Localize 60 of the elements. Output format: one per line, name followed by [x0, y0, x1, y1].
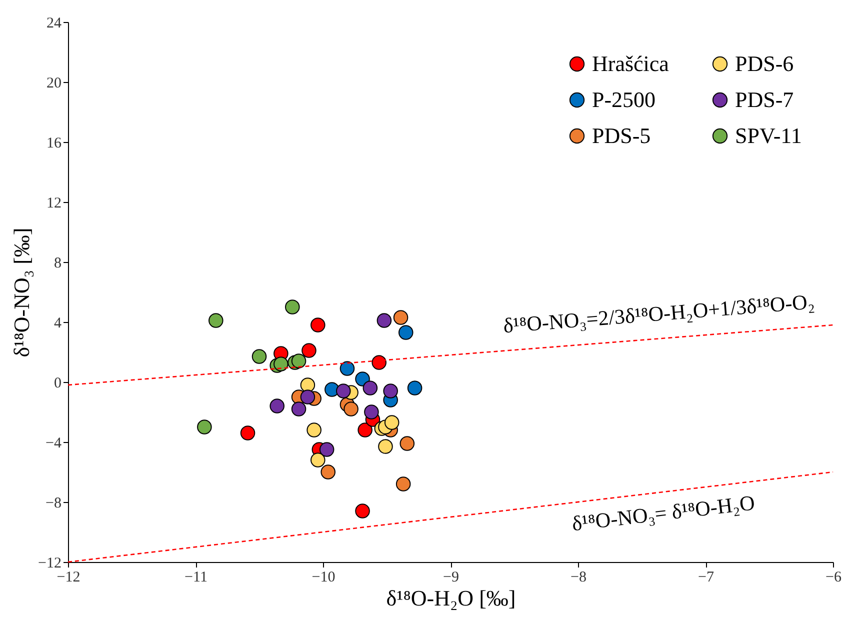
- point: [310, 318, 326, 332]
- x-tick-label: −11: [184, 570, 208, 586]
- y-tick-label: −4: [46, 436, 62, 452]
- point: [407, 380, 422, 396]
- point: [300, 390, 316, 404]
- legend-label: P-2500: [592, 87, 656, 112]
- legend-label: SPV-11: [735, 123, 802, 148]
- legend-label: Hrašćica: [592, 51, 670, 76]
- point: [376, 313, 392, 328]
- y-tick-label: 16: [46, 136, 62, 152]
- point: [208, 313, 224, 328]
- point: [384, 415, 400, 430]
- point: [400, 436, 415, 451]
- y-axis-title: δ¹⁸O-NO₃ [‰]: [9, 228, 34, 358]
- point: [362, 380, 378, 396]
- x-axis-title: δ¹⁸O-H₂O [‰]: [386, 586, 516, 610]
- point: [306, 422, 322, 438]
- x-tick-label: −10: [312, 570, 336, 586]
- point: [320, 464, 336, 480]
- y-tick-label: 24: [46, 16, 62, 32]
- point: [396, 476, 411, 492]
- point: [319, 442, 334, 457]
- point: [358, 422, 372, 438]
- y-tick-label: 8: [54, 256, 62, 272]
- legend-label: PDS-7: [735, 87, 794, 112]
- point: [393, 310, 408, 325]
- point: [310, 452, 326, 468]
- point: [270, 398, 284, 414]
- point: [336, 384, 351, 398]
- y-tick-label: 20: [46, 76, 62, 92]
- point: [274, 356, 288, 372]
- point: [372, 355, 386, 370]
- point: [355, 504, 370, 518]
- y-tick-label: −8: [46, 496, 62, 512]
- point: [197, 420, 212, 434]
- point: [355, 372, 370, 386]
- point: [240, 426, 256, 440]
- y-tick-label: 0: [54, 376, 62, 392]
- point: [364, 404, 379, 420]
- x-tick-label: −7: [698, 570, 714, 586]
- point: [291, 354, 306, 368]
- point: [302, 343, 316, 358]
- x-tick-label: −6: [826, 570, 842, 586]
- y-tick-label: −12: [38, 556, 62, 572]
- point: [285, 300, 300, 314]
- x-tick-label: −8: [570, 570, 586, 586]
- point: [300, 378, 316, 392]
- legend-label: PDS-6: [735, 51, 794, 76]
- point: [378, 439, 393, 454]
- y-tick-label: 12: [46, 196, 62, 212]
- annotation: δ¹⁸O-NO₃= δ¹⁸O-H₂O: [570, 490, 756, 536]
- point: [252, 349, 267, 364]
- point: [344, 402, 358, 416]
- point: [383, 384, 398, 398]
- x-tick-label: −9: [443, 570, 459, 586]
- point: [291, 402, 306, 416]
- y-tick-label: 4: [54, 316, 62, 332]
- legend-label: PDS-5: [592, 123, 651, 148]
- point: [398, 325, 414, 340]
- point: [340, 361, 355, 376]
